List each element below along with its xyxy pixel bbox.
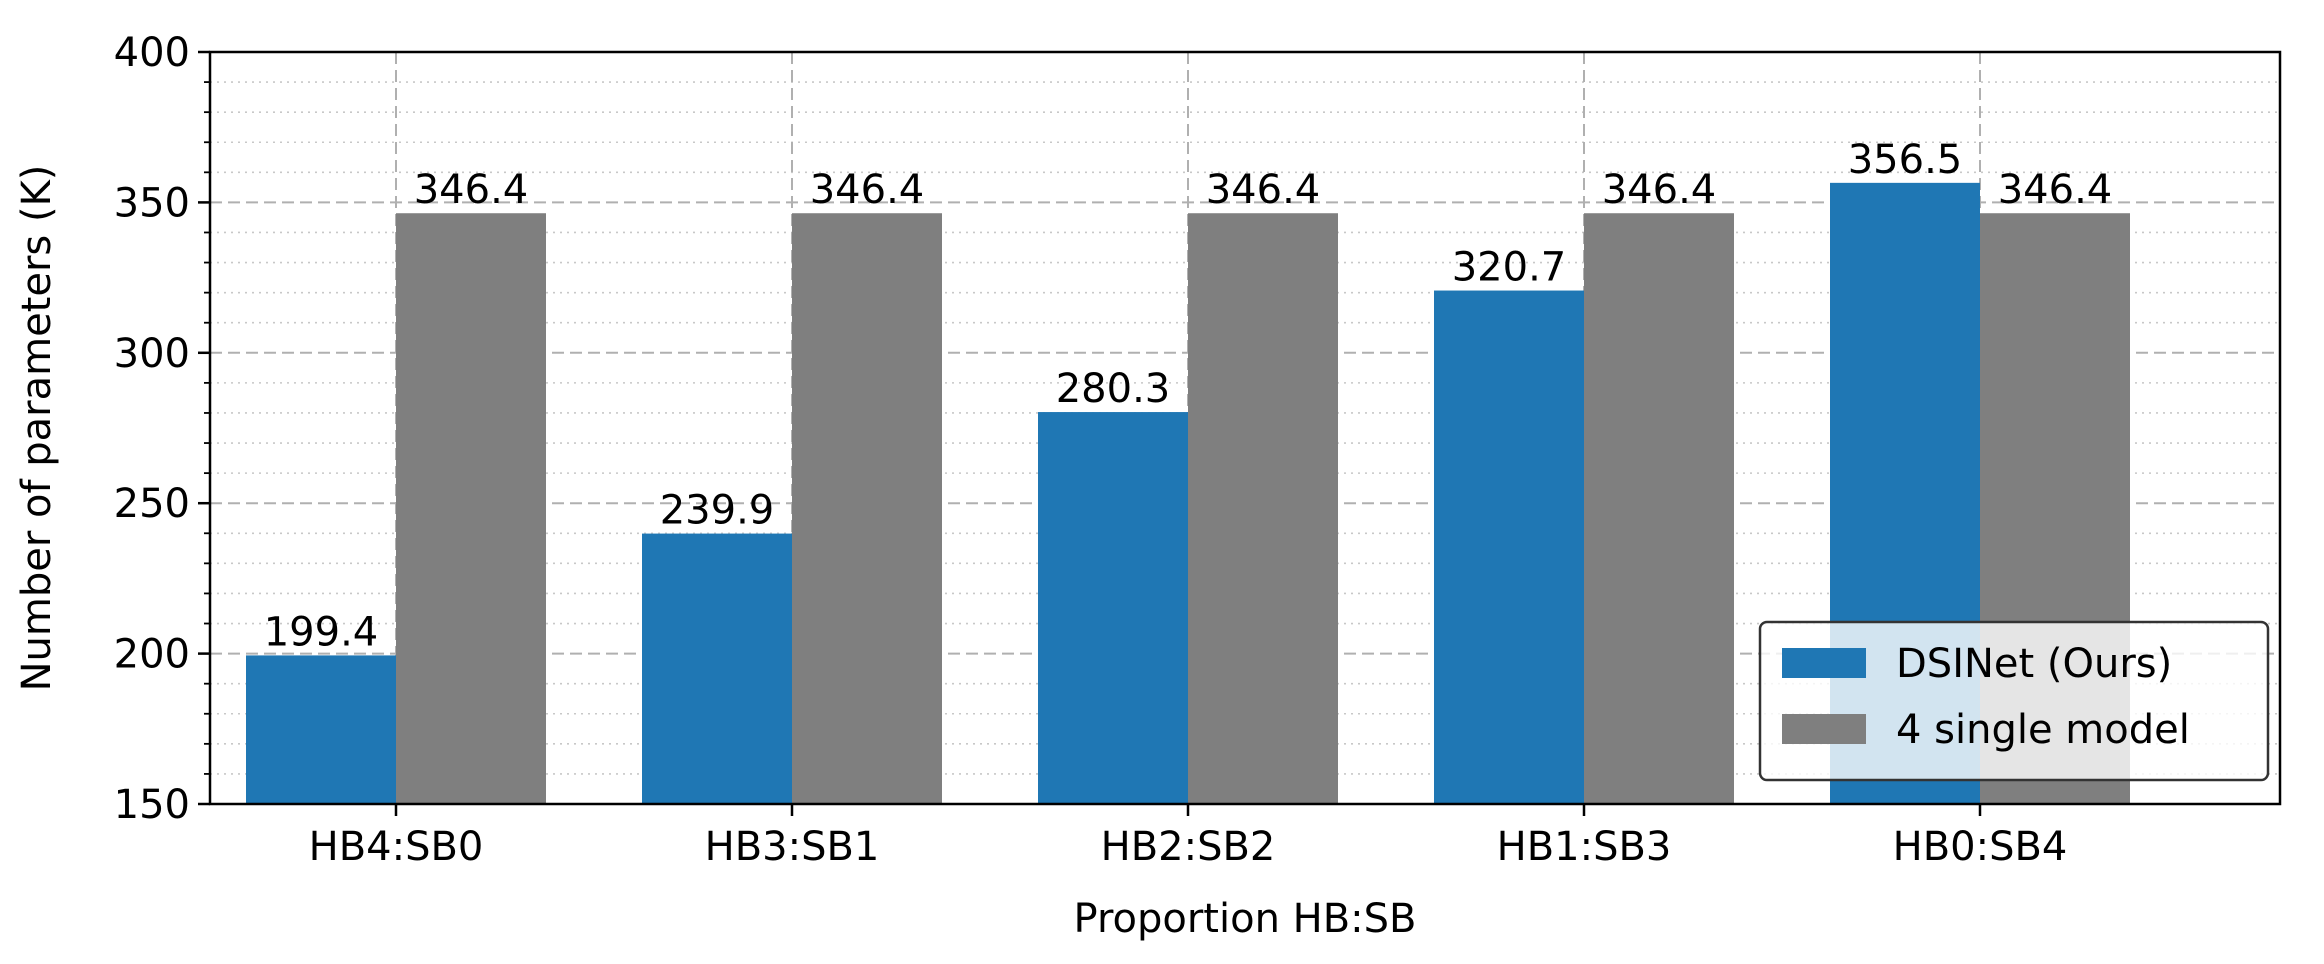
bar-value-label: 356.5: [1848, 137, 1963, 183]
x-tick-label: HB3:SB1: [705, 824, 880, 870]
y-tick-label: 150: [114, 782, 190, 828]
legend-swatch-dsinet: [1782, 648, 1866, 678]
bar-single-model-hb4-sb0: [396, 213, 546, 804]
y-tick-label: 300: [114, 331, 190, 377]
bar-value-label: 346.4: [414, 167, 529, 213]
x-axis-label: Proportion HB:SB: [1074, 896, 1417, 942]
y-axis-label: Number of parameters (K): [14, 165, 60, 692]
x-tick-label: HB2:SB2: [1101, 824, 1276, 870]
x-tick-label: HB0:SB4: [1893, 824, 2068, 870]
bar-single-model-hb3-sb1: [792, 213, 942, 804]
plot-frame: [208, 50, 2282, 806]
bar-dsinet-hb3-sb1: [642, 533, 792, 804]
legend: DSINet (Ours) 4 single model: [1758, 620, 2270, 782]
bar-value-label: 239.9: [660, 488, 775, 534]
bar-value-label: 320.7: [1452, 245, 1567, 291]
bar-value-label: 199.4: [264, 609, 379, 655]
grid-lines: [210, 52, 2280, 804]
x-tick-label: HB1:SB3: [1497, 824, 1672, 870]
legend-label-single-model: 4 single model: [1896, 707, 2190, 753]
bar-single-model-hb1-sb3: [1584, 213, 1734, 804]
bar-dsinet-hb1-sb3: [1434, 290, 1584, 804]
legend-label-dsinet: DSINet (Ours): [1896, 641, 2172, 687]
x-tick-label: HB4:SB0: [309, 824, 484, 870]
y-axis-ticks: 150 200 250 300 350 400: [114, 30, 210, 828]
y-tick-label: 400: [114, 30, 190, 76]
legend-box: [1758, 620, 2270, 782]
y-tick-label: 350: [114, 180, 190, 226]
bar-single-model-hb2-sb2: [1188, 213, 1338, 804]
y-tick-label: 200: [114, 632, 190, 678]
x-axis-ticks: HB4:SB0 HB3:SB1 HB2:SB2 HB1:SB3 HB0:SB4: [309, 804, 2068, 870]
bar-dsinet-hb4-sb0: [246, 655, 396, 804]
bar-value-label: 346.4: [1998, 167, 2113, 213]
legend-swatch-single-model: [1782, 714, 1866, 744]
bar-dsinet-hb2-sb2: [1038, 412, 1188, 804]
bar-value-label: 280.3: [1056, 366, 1171, 412]
bar-value-label: 346.4: [1206, 167, 1321, 213]
y-tick-label: 250: [114, 481, 190, 527]
bar-value-labels: 199.4 239.9 280.3 320.7 356.5 346.4 346.4 346.4…: [264, 137, 2113, 656]
bars: [246, 182, 2130, 804]
bar-value-label: 346.4: [1602, 167, 1717, 213]
bar-value-label: 346.4: [810, 167, 925, 213]
